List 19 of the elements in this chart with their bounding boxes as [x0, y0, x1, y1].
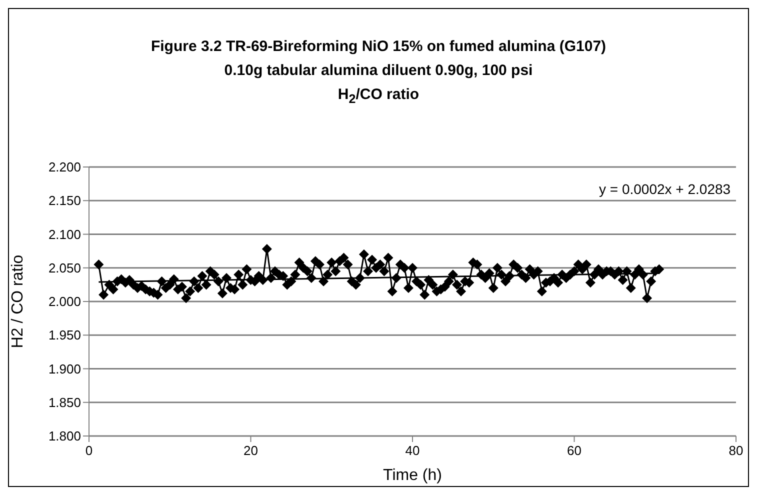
y-tick-label: 2.200	[48, 160, 81, 175]
y-tick-label: 2.050	[48, 260, 81, 276]
y-tick-label: 2.100	[48, 226, 81, 242]
x-tick-label: 40	[404, 443, 421, 458]
y-tick-label: 1.850	[48, 394, 81, 410]
x-tick-label: 20	[242, 443, 259, 458]
x-tick-label: 80	[728, 443, 744, 458]
annotation: y = 0.0002x + 2.0283	[599, 181, 731, 197]
y-tick-label: 2.000	[48, 294, 81, 310]
chart-title: Figure 3.2 TR-69-Bireforming NiO 15% on fumed alumina (G107)	[150, 37, 608, 57]
y-tick-label: 2.150	[48, 193, 81, 208]
x-tick-label: 60	[566, 443, 582, 458]
y-tick-label: 1.800	[48, 428, 81, 444]
y-axis-title: H2 / CO ratio	[10, 254, 27, 348]
x-tick-label: 0	[84, 443, 94, 458]
y-tick-label: 1.900	[48, 361, 81, 376]
chart-subtitle: 0.10g tabular alumina diluent 0.90g, 100 psi H$_{2}$/CO ratio	[223, 61, 534, 108]
x-axis-title: Time (h)	[383, 467, 442, 484]
y-tick-label: 1.950	[48, 328, 81, 343]
